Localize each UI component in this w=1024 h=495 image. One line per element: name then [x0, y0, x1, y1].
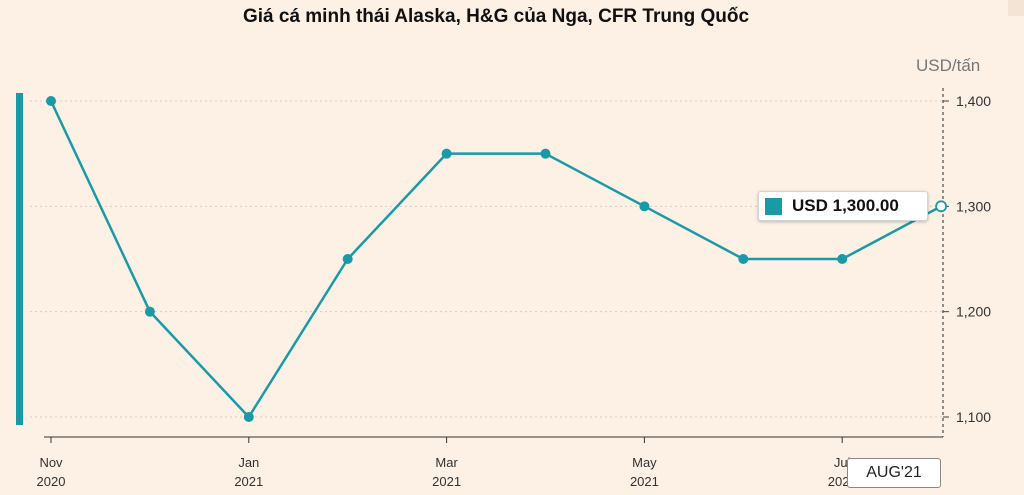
y-tick-label: 1,400: [956, 93, 991, 109]
y-tick-label: 1,100: [956, 409, 991, 425]
data-point: [639, 201, 650, 212]
x-tick-label-year: 2020: [37, 474, 66, 489]
y-tick-label: 1,300: [956, 198, 991, 214]
value-tooltip: USD 1,300.00: [758, 191, 928, 221]
x-tick-label-month: Mar: [435, 455, 458, 470]
x-tick-label-year: 2021: [630, 474, 659, 489]
x-tick-label-month: Jul: [834, 455, 851, 470]
data-point: [243, 412, 254, 422]
x-tick-label-year: 2021: [432, 474, 461, 489]
data-point: [738, 254, 749, 264]
y-tick-label: 1,200: [956, 304, 991, 320]
y-axis-unit: USD/tấn: [916, 56, 981, 75]
chart-title: Giá cá minh thái Alaska, H&G của Nga, CF…: [242, 6, 750, 27]
series-line: [49, 100, 942, 419]
x-tick-label-month: Nov: [39, 455, 63, 470]
series-swatch: [765, 197, 782, 215]
cursor-date-label: AUG'21: [847, 458, 941, 488]
data-point: [837, 254, 848, 264]
corner-mark: [1008, 0, 1024, 16]
x-tick-label-month: Jan: [238, 455, 259, 470]
data-point: [46, 96, 56, 106]
x-tick-label-month: May: [632, 455, 657, 470]
data-point: [342, 254, 353, 264]
data-point: [144, 306, 155, 317]
data-point: [441, 148, 452, 159]
range-selector-bar[interactable]: [16, 93, 23, 425]
data-point: [540, 148, 551, 159]
tooltip-value: USD 1,300.00: [792, 196, 899, 215]
x-tick-label-year: 2021: [234, 474, 263, 489]
highlight-point: [935, 200, 947, 213]
